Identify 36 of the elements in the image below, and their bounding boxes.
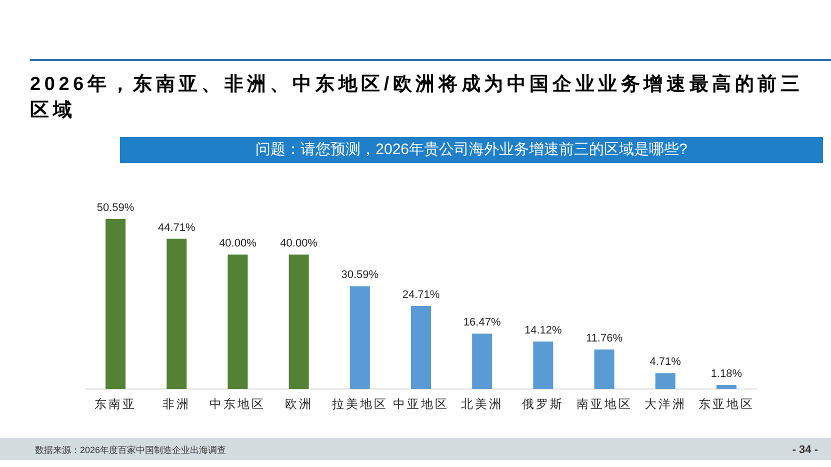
- x-tick-label: 南亚地区: [576, 397, 632, 411]
- bar: [472, 334, 492, 389]
- data-label: 50.59%: [96, 202, 134, 214]
- bar: [166, 238, 187, 389]
- x-tick-label: 非洲: [162, 397, 191, 411]
- x-tick-label: 中亚地区: [393, 397, 449, 411]
- data-label: 14.12%: [524, 324, 562, 337]
- bar: [228, 254, 248, 389]
- data-label: 1.18%: [710, 368, 742, 380]
- bar: [533, 342, 554, 389]
- bar: [716, 385, 736, 389]
- data-label: 44.71%: [158, 222, 196, 234]
- data-label: 30.59%: [341, 269, 379, 282]
- source-note: 数据来源：2026年度百家中国制造企业出海调查: [35, 445, 226, 455]
- data-label: 4.71%: [650, 356, 682, 368]
- bar: [594, 349, 614, 389]
- text: - 34 -: [792, 444, 818, 456]
- x-tick-label: 东南亚: [94, 397, 137, 411]
- x-tick-label: 欧洲: [284, 397, 313, 411]
- chart-title: 2026年，东南亚、非洲、中东地区/欧洲将成为中国企业业务增速最高的前三区域: [30, 72, 804, 123]
- data-label: 16.47%: [463, 316, 501, 329]
- x-tick-label: 大洋洲: [644, 397, 686, 411]
- data-label: 11.76%: [586, 332, 623, 344]
- x-tick-label: 北美洲: [461, 397, 504, 411]
- data-label: 40.00%: [280, 238, 318, 250]
- x-tick-label: 拉美地区: [332, 397, 388, 411]
- bar: [350, 286, 370, 389]
- data-label: 40.00%: [219, 238, 257, 250]
- bar: [106, 219, 126, 389]
- data-label: 24.71%: [402, 288, 440, 301]
- bar: [655, 373, 676, 389]
- x-tick-label: 俄罗斯: [522, 397, 564, 411]
- x-tick-label: 东亚地区: [698, 397, 754, 411]
- x-tick-label: 中东地区: [210, 397, 266, 411]
- bar: [411, 306, 431, 389]
- bar: [288, 254, 309, 389]
